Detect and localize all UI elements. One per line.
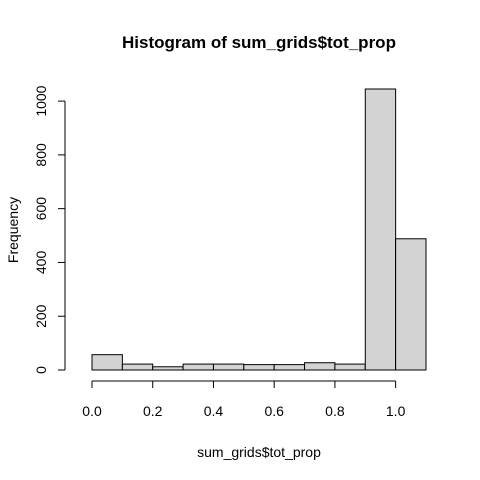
bars-group <box>91 88 427 371</box>
histogram-bar-3 <box>182 363 214 371</box>
y-tick-label-5: 1000 <box>33 85 49 116</box>
histogram-bar-4 <box>212 363 245 371</box>
histogram-bar-0 <box>91 354 123 371</box>
histogram-bar-5 <box>243 364 275 371</box>
y-tick-label-3: 600 <box>33 197 49 221</box>
x-axis: 0.0 0.2 0.4 0.6 0.8 1.0 <box>82 380 406 419</box>
histogram-bar-1 <box>121 363 154 371</box>
x-tick-label-0: 0.0 <box>82 403 102 419</box>
histogram-bar-9 <box>364 88 397 371</box>
y-axis: 0 200 400 600 800 1000 <box>33 85 66 374</box>
x-tick-label-4: 0.8 <box>325 403 345 419</box>
histogram-bar-7 <box>304 362 336 371</box>
y-tick-label-2: 400 <box>33 251 49 275</box>
histogram-bar-10 <box>395 238 427 371</box>
histogram-bar-6 <box>273 364 306 371</box>
x-tick-label-5: 1.0 <box>386 403 406 419</box>
chart-title: Histogram of sum_grids$tot_prop <box>122 33 396 52</box>
histogram-bar-8 <box>334 363 366 371</box>
y-axis-label: Frequency <box>5 197 21 263</box>
histogram-bar-2 <box>152 366 184 371</box>
y-tick-label-1: 200 <box>33 304 49 328</box>
x-tick-label-2: 0.4 <box>204 403 224 419</box>
y-tick-label-0: 0 <box>33 366 49 374</box>
x-tick-label-3: 0.6 <box>264 403 284 419</box>
x-tick-label-1: 0.2 <box>143 403 163 419</box>
x-axis-label: sum_grids$tot_prop <box>197 444 321 460</box>
y-tick-label-4: 800 <box>33 143 49 167</box>
